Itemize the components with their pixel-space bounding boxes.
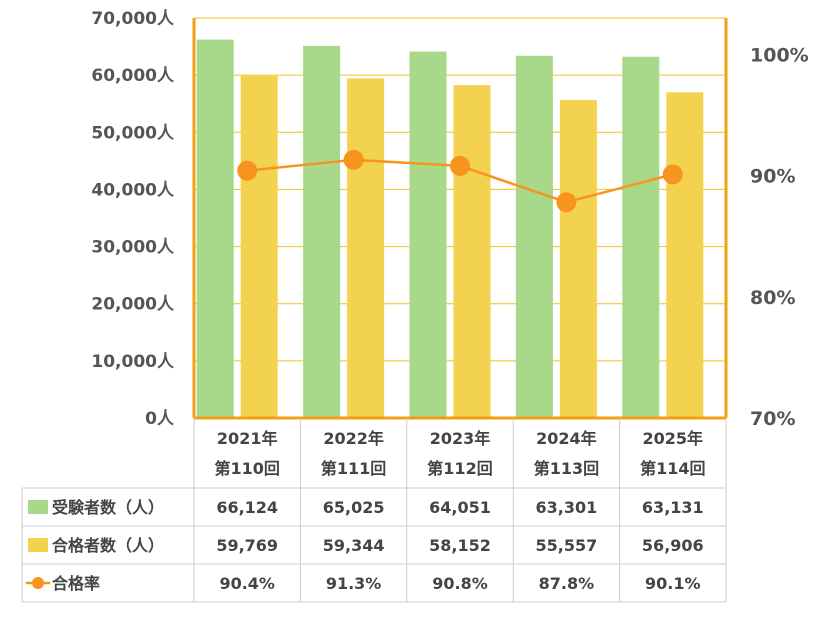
category-round-label: 第111回 (321, 459, 386, 478)
category-round-label: 第112回 (427, 459, 492, 478)
category-year-label: 2021年 (217, 429, 278, 448)
pass-rate-point (237, 160, 258, 181)
table-cell-value: 90.4% (219, 574, 275, 593)
left-axis-ticks: 0人 10,000人 20,000人 30,000人 40,000人 50,000人 60,… (91, 9, 175, 429)
examinees-bar (303, 45, 341, 419)
table-cell-value: 63,131 (642, 498, 704, 517)
category-year-label: 2024年 (536, 429, 597, 448)
legend-label: 合格者数（人） (52, 536, 164, 555)
table-cell-value: 59,769 (216, 536, 278, 555)
table-cell-value: 91.3% (326, 574, 382, 593)
category-round-label: 第113回 (534, 459, 599, 478)
examinees-legend-swatch (28, 500, 48, 514)
y-left-tick-label: 40,000人 (91, 180, 175, 200)
y-right-tick-label: 90% (750, 166, 795, 188)
y-left-tick-label: 0人 (145, 409, 175, 429)
table-cell-value: 58,152 (429, 536, 491, 555)
pass-rate-legend-marker (32, 577, 44, 589)
examinees-bar (622, 56, 660, 419)
passers-bar (240, 75, 278, 419)
passers-bar (453, 85, 491, 419)
pass-rate-point (343, 149, 364, 170)
y-left-tick-label: 30,000人 (91, 238, 175, 258)
passers-bar (666, 92, 704, 419)
y-right-tick-label: 100% (750, 44, 809, 66)
table-cell-value: 90.8% (432, 574, 488, 593)
category-year-label: 2023年 (430, 429, 491, 448)
category-round-label: 第114回 (640, 459, 705, 478)
examinees-bar (515, 55, 553, 419)
passers-bar (347, 78, 385, 419)
table-cell-value: 66,124 (216, 498, 278, 517)
y-left-tick-label: 70,000人 (91, 9, 175, 29)
y-right-tick-label: 80% (750, 287, 795, 309)
y-right-tick-label: 70% (750, 408, 795, 430)
examinees-bar (196, 39, 234, 419)
table-cell-value: 59,344 (323, 536, 385, 555)
passers-bar (559, 100, 597, 419)
pass-rate-point (662, 164, 683, 185)
legend-label: 受験者数（人） (52, 498, 164, 517)
y-left-tick-label: 10,000人 (91, 352, 175, 372)
table-cell-value: 56,906 (642, 536, 704, 555)
pass-rate-line (237, 149, 683, 213)
examinees-bar (409, 51, 447, 419)
pass-rate-point (450, 155, 470, 176)
table-cell-value: 90.1% (645, 574, 701, 593)
table-cell-value: 65,025 (323, 498, 385, 517)
legend-label: 合格率 (52, 574, 100, 593)
passers-legend-swatch (28, 538, 48, 552)
y-left-tick-label: 60,000人 (91, 66, 175, 86)
y-left-tick-label: 50,000人 (91, 123, 175, 143)
right-axis-ticks: 70% 80% 90% 100% (750, 44, 809, 430)
table-cell-value: 55,557 (536, 536, 598, 555)
y-left-tick-label: 20,000人 (91, 295, 175, 315)
table-cell-value: 64,051 (429, 498, 491, 517)
pass-rate-point (556, 192, 577, 213)
category-round-label: 第110回 (214, 459, 279, 478)
axes (192, 18, 728, 420)
category-year-label: 2025年 (643, 429, 704, 448)
table-cell-value: 87.8% (539, 574, 595, 593)
table-cell-value: 63,301 (536, 498, 598, 517)
category-year-label: 2022年 (323, 429, 384, 448)
bars (196, 39, 704, 419)
